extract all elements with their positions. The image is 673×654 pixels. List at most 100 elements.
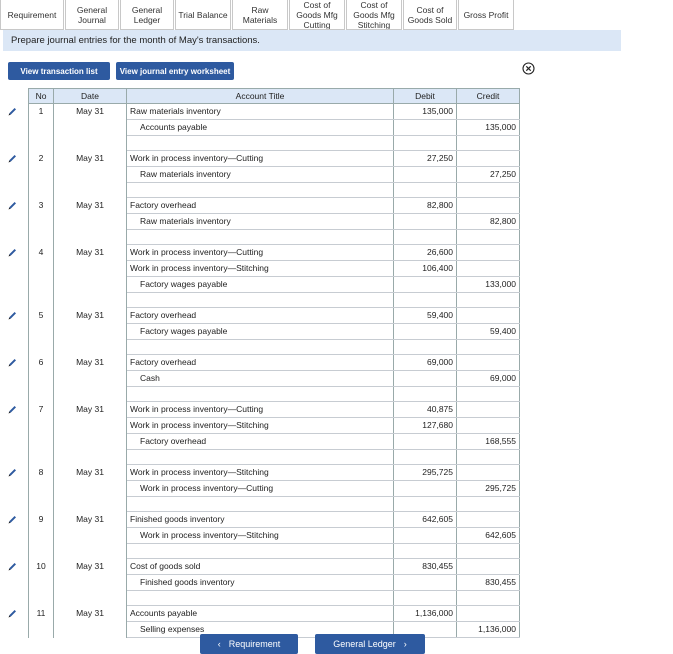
edit-pencil-icon[interactable] xyxy=(7,467,18,477)
edit-pencil-icon[interactable] xyxy=(7,404,18,414)
prev-button-label: Requirement xyxy=(228,639,281,649)
entry-number: 2 xyxy=(28,150,54,167)
credit-cell xyxy=(456,103,520,120)
debit-cell xyxy=(393,433,457,450)
credit-cell xyxy=(456,401,520,418)
spacer-row xyxy=(4,590,520,606)
entry-date xyxy=(53,480,127,497)
entry-date xyxy=(53,213,127,230)
credit-cell xyxy=(456,260,520,277)
entry-number: 5 xyxy=(28,307,54,324)
entry-date: May 31 xyxy=(53,244,127,261)
debit-cell: 59,400 xyxy=(393,307,457,324)
credit-cell xyxy=(456,307,520,324)
entry-number: 9 xyxy=(28,511,54,528)
edit-pencil-icon[interactable] xyxy=(7,561,18,571)
account-title-cell: Cost of goods sold xyxy=(126,558,394,575)
table-row: Raw materials inventory 82,800 xyxy=(4,213,520,230)
edit-pencil-icon[interactable] xyxy=(7,357,18,367)
tab-general-ledger[interactable]: General Ledger xyxy=(120,0,174,30)
entry-number: 6 xyxy=(28,354,54,371)
entry-date: May 31 xyxy=(53,605,127,622)
entry-date: May 31 xyxy=(53,197,127,214)
tab-general-journal[interactable]: General Journal xyxy=(65,0,119,30)
credit-cell xyxy=(456,511,520,528)
table-row: 5 May 31 Factory overhead 59,400 xyxy=(4,307,520,324)
entry-date xyxy=(53,574,127,591)
tab-raw-materials[interactable]: Raw Materials xyxy=(232,0,288,30)
account-title-cell: Accounts payable xyxy=(126,605,394,622)
view-journal-worksheet-button[interactable]: View journal entry worksheet xyxy=(116,62,234,80)
tab-trial-balance[interactable]: Trial Balance xyxy=(175,0,231,30)
tab-cost-of-goods-mfg-cutting[interactable]: Cost of Goods Mfg Cutting xyxy=(289,0,345,30)
entry-number: 8 xyxy=(28,464,54,481)
credit-cell: 168,555 xyxy=(456,433,520,450)
table-row: 1 May 31 Raw materials inventory 135,000 xyxy=(4,103,520,120)
credit-cell: 69,000 xyxy=(456,370,520,387)
account-title-cell: Accounts payable xyxy=(126,119,394,136)
entry-date xyxy=(53,260,127,277)
entry-number xyxy=(28,621,54,638)
edit-pencil-icon[interactable] xyxy=(7,247,18,257)
entry-date: May 31 xyxy=(53,103,127,120)
account-title-cell: Factory wages payable xyxy=(126,323,394,340)
table-row: Work in process inventory—Stitching 642,6… xyxy=(4,527,520,544)
entry-date xyxy=(53,417,127,434)
debit-cell xyxy=(393,527,457,544)
table-row: 8 May 31 Work in process inventory—Stitchi… xyxy=(4,464,520,481)
edit-pencil-icon[interactable] xyxy=(7,608,18,618)
table-row: 7 May 31 Work in process inventory—Cutting… xyxy=(4,401,520,418)
prev-requirement-button[interactable]: ‹ Requirement xyxy=(200,634,298,654)
close-icon[interactable] xyxy=(522,62,535,75)
entry-date xyxy=(53,323,127,340)
edit-pencil-icon[interactable] xyxy=(7,153,18,163)
entry-date: May 31 xyxy=(53,150,127,167)
edit-pencil-icon[interactable] xyxy=(7,310,18,320)
debit-cell: 127,680 xyxy=(393,417,457,434)
credit-cell xyxy=(456,150,520,167)
entry-number: 4 xyxy=(28,244,54,261)
entry-date xyxy=(53,527,127,544)
account-title-cell: Raw materials inventory xyxy=(126,213,394,230)
credit-header: Credit xyxy=(456,88,520,104)
entry-date: May 31 xyxy=(53,354,127,371)
edit-pencil-icon[interactable] xyxy=(7,106,18,116)
account-title-cell: Factory wages payable xyxy=(126,276,394,293)
account-title-cell: Raw materials inventory xyxy=(126,103,394,120)
account-title-cell: Finished goods inventory xyxy=(126,574,394,591)
account-title-cell: Work in process inventory—Cutting xyxy=(126,244,394,261)
account-title-cell: Work in process inventory—Stitching xyxy=(126,464,394,481)
table-row: 2 May 31 Work in process inventory—Cutting… xyxy=(4,150,520,167)
debit-cell: 1,136,000 xyxy=(393,605,457,622)
entry-number: 3 xyxy=(28,197,54,214)
credit-cell: 642,605 xyxy=(456,527,520,544)
entry-date: May 31 xyxy=(53,558,127,575)
entry-number xyxy=(28,574,54,591)
edit-pencil-icon[interactable] xyxy=(7,514,18,524)
tab-requirement[interactable]: Requirement xyxy=(0,0,64,30)
debit-header: Debit xyxy=(393,88,457,104)
table-row: 11 May 31 Accounts payable 1,136,000 xyxy=(4,605,520,622)
table-row: Factory wages payable 59,400 xyxy=(4,323,520,340)
tab-gross-profit[interactable]: Gross Profit xyxy=(458,0,514,30)
account-title-cell: Cash xyxy=(126,370,394,387)
table-row: Work in process inventory—Stitching 127,6… xyxy=(4,417,520,434)
spacer-row xyxy=(4,292,520,308)
journal-table: No Date Account Title Debit Credit 1 May … xyxy=(4,88,520,638)
account-title-cell: Factory overhead xyxy=(126,197,394,214)
table-row: Selling expenses 1,136,000 xyxy=(4,621,520,638)
entry-number xyxy=(28,119,54,136)
entry-number: 7 xyxy=(28,401,54,418)
tab-cost-of-goods-mfg-stitching[interactable]: Cost of Goods Mfg Stitching xyxy=(346,0,402,30)
table-row: Factory overhead 168,555 xyxy=(4,433,520,450)
account-title-cell: Work in process inventory—Stitching xyxy=(126,527,394,544)
table-row: 4 May 31 Work in process inventory—Cutting… xyxy=(4,244,520,261)
credit-cell xyxy=(456,417,520,434)
table-row: Work in process inventory—Cutting 295,725 xyxy=(4,480,520,497)
entry-number xyxy=(28,417,54,434)
tab-cost-of-goods-sold[interactable]: Cost of Goods Sold xyxy=(403,0,457,30)
view-transaction-list-button[interactable]: View transaction list xyxy=(8,62,110,80)
credit-cell xyxy=(456,244,520,261)
next-general-ledger-button[interactable]: General Ledger › xyxy=(315,634,425,654)
edit-pencil-icon[interactable] xyxy=(7,200,18,210)
